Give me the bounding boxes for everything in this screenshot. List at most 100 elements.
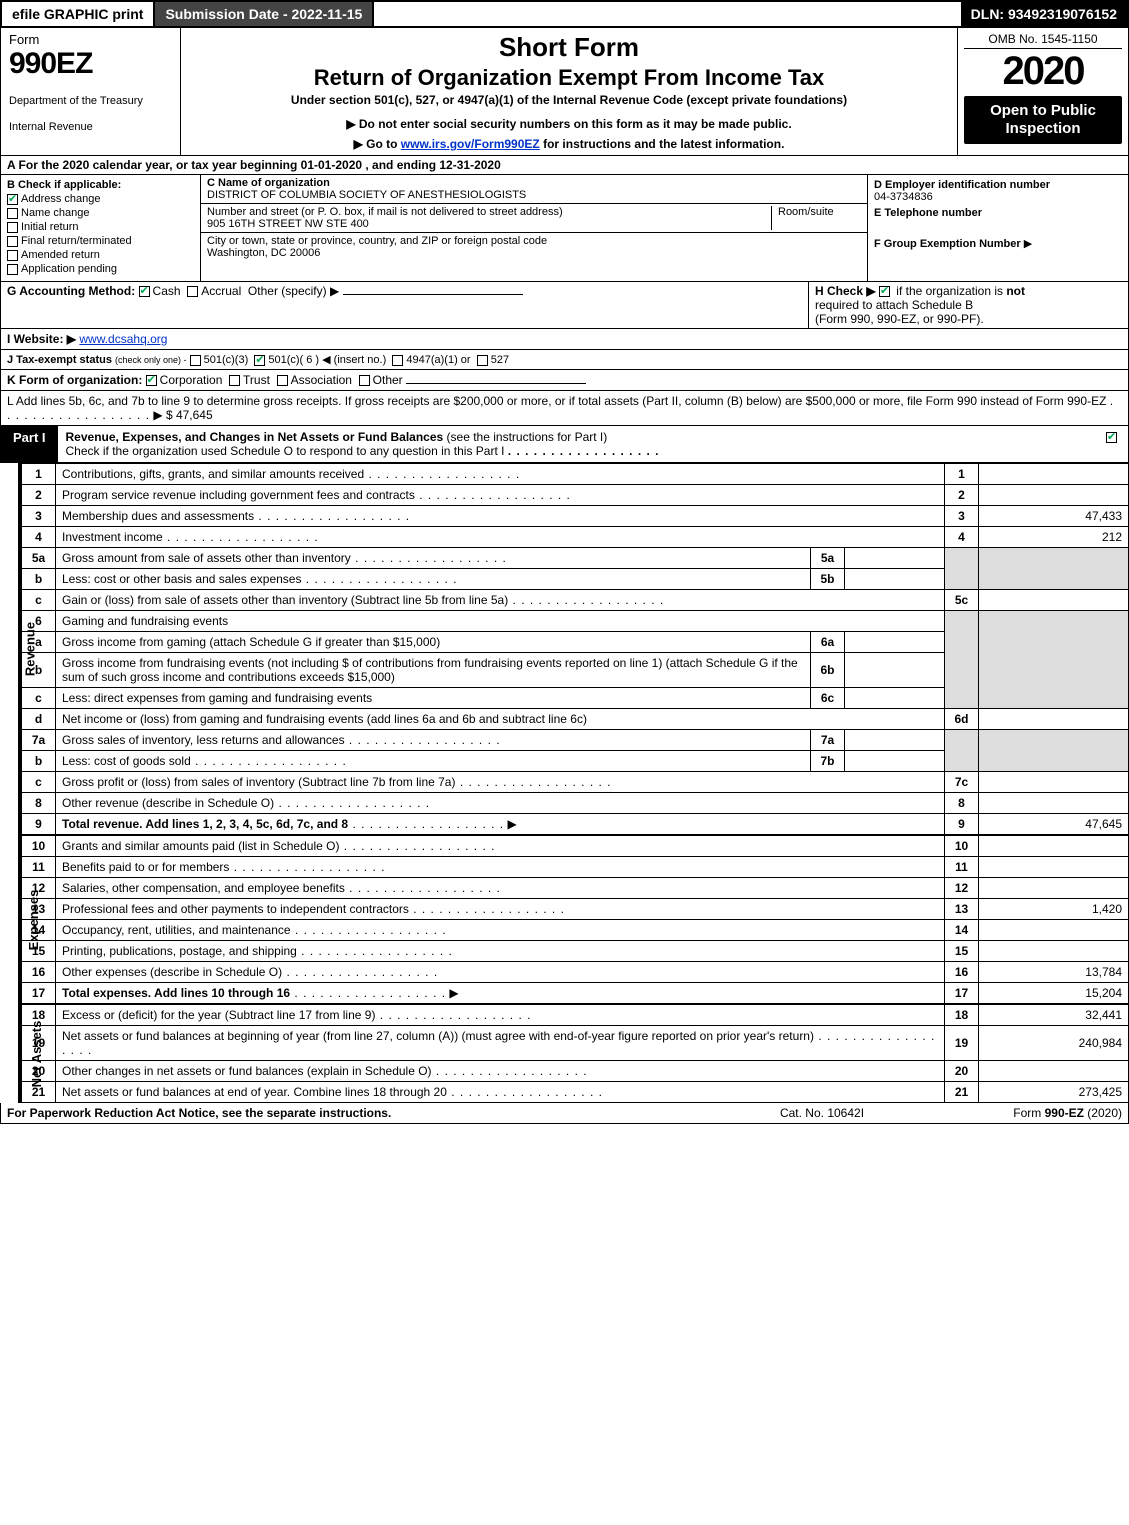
dots-icon — [432, 1064, 588, 1078]
line-amt: 47,645 — [979, 814, 1129, 835]
line-desc: Investment income — [62, 530, 163, 544]
mini-ref: 6c — [811, 688, 845, 709]
efile-print-button[interactable]: efile GRAPHIC print — [2, 2, 155, 26]
mini-val — [845, 751, 945, 772]
dots-icon — [345, 881, 501, 895]
j-4947: 4947(a)(1) or — [406, 354, 470, 366]
h-text3: (Form 990, 990-EZ, or 990-PF). — [815, 312, 984, 326]
submission-date-button[interactable]: Submission Date - 2022-11-15 — [155, 2, 374, 26]
line-amt — [979, 709, 1129, 730]
form-header: Form 990EZ Department of the Treasury In… — [0, 28, 1129, 156]
line-num: 3 — [22, 506, 56, 527]
line-19: 19Net assets or fund balances at beginni… — [22, 1026, 1129, 1061]
form-label: Form — [9, 32, 172, 47]
line-amt: 15,204 — [979, 983, 1129, 1004]
check-application-pending[interactable]: Application pending — [7, 263, 194, 275]
note-ssn: ▶ Do not enter social security numbers o… — [189, 117, 949, 131]
checkbox-icon[interactable] — [254, 355, 265, 366]
check-name-change[interactable]: Name change — [7, 207, 194, 219]
dots-icon — [282, 965, 438, 979]
check-label: Address change — [21, 193, 101, 205]
mini-ref: 7b — [811, 751, 845, 772]
j-527: 527 — [491, 354, 509, 366]
street-row: Number and street (or P. O. box, if mail… — [201, 204, 867, 233]
line-desc: Less: cost of goods sold — [62, 754, 191, 768]
line-amt — [979, 464, 1129, 485]
dots-icon — [409, 902, 565, 916]
line-5a: 5a Gross amount from sale of assets other… — [22, 548, 1129, 569]
check-amended-return[interactable]: Amended return — [7, 249, 194, 261]
checkbox-icon[interactable] — [190, 355, 201, 366]
footer-left: For Paperwork Reduction Act Notice, see … — [7, 1106, 722, 1120]
street-value: 905 16TH STREET NW STE 400 — [207, 218, 369, 230]
line-ref: 16 — [945, 962, 979, 983]
line-num: c — [22, 772, 56, 793]
dots-icon — [297, 944, 453, 958]
city-value: Washington, DC 20006 — [207, 247, 320, 259]
checkbox-icon[interactable] — [139, 286, 150, 297]
line-20: 20Other changes in net assets or fund ba… — [22, 1061, 1129, 1082]
line-amt: 240,984 — [979, 1026, 1129, 1061]
g-accounting-method: G Accounting Method: Cash Accrual Other … — [1, 282, 808, 328]
check-final-return[interactable]: Final return/terminated — [7, 235, 194, 247]
checkbox-icon[interactable] — [392, 355, 403, 366]
check-address-change[interactable]: Address change — [7, 193, 194, 205]
check-label: Initial return — [21, 221, 78, 233]
part1-header: Part I Revenue, Expenses, and Changes in… — [0, 426, 1129, 463]
footer-right-post: (2020) — [1084, 1106, 1122, 1120]
k-other-input[interactable] — [406, 383, 586, 384]
checkbox-icon[interactable] — [229, 375, 240, 386]
line-num: 2 — [22, 485, 56, 506]
checkbox-icon[interactable] — [359, 375, 370, 386]
line-14: 14Occupancy, rent, utilities, and mainte… — [22, 920, 1129, 941]
checkbox-icon[interactable] — [146, 375, 157, 386]
line-ref: 13 — [945, 899, 979, 920]
line-num: 7a — [22, 730, 56, 751]
line-num: 16 — [22, 962, 56, 983]
k-trust: Trust — [243, 373, 270, 387]
line-10: 10Grants and similar amounts paid (list … — [22, 836, 1129, 857]
dots-icon — [447, 1085, 603, 1099]
ein-value: 04-3734836 — [874, 191, 1122, 203]
line-ref: 6d — [945, 709, 979, 730]
line-ref: 7c — [945, 772, 979, 793]
line-ref: 15 — [945, 941, 979, 962]
checkbox-icon[interactable] — [477, 355, 488, 366]
line-desc: Less: cost or other basis and sales expe… — [62, 572, 301, 586]
l-amount: $ 47,645 — [166, 408, 213, 422]
checkbox-icon[interactable] — [277, 375, 288, 386]
g-accrual: Accrual — [201, 284, 241, 298]
note-goto-pre: ▶ Go to — [354, 137, 401, 151]
check-initial-return[interactable]: Initial return — [7, 221, 194, 233]
line-ref: 5c — [945, 590, 979, 611]
row-g-h: G Accounting Method: Cash Accrual Other … — [0, 282, 1129, 329]
line-desc: Excess or (deficit) for the year (Subtra… — [62, 1008, 375, 1022]
k-label: K Form of organization: — [7, 373, 142, 387]
checkbox-icon[interactable] — [187, 286, 198, 297]
line-num: d — [22, 709, 56, 730]
line-num: 5a — [22, 548, 56, 569]
j-label: J Tax-exempt status — [7, 354, 112, 366]
title-return: Return of Organization Exempt From Incom… — [189, 65, 949, 91]
line-amt — [979, 878, 1129, 899]
line-num: 1 — [22, 464, 56, 485]
line-ref: 12 — [945, 878, 979, 899]
website-link[interactable]: www.dcsahq.org — [79, 332, 167, 346]
line-amt — [979, 920, 1129, 941]
row-l-gross-receipts: L Add lines 5b, 6c, and 7b to line 9 to … — [0, 391, 1129, 426]
line-num: 4 — [22, 527, 56, 548]
line-amt — [979, 941, 1129, 962]
row-i-website: I Website: ▶ www.dcsahq.org — [0, 329, 1129, 350]
line-8: 8Other revenue (describe in Schedule O)8 — [22, 793, 1129, 814]
h-not: not — [1006, 284, 1025, 298]
part1-schedule-o-check[interactable] — [1098, 426, 1128, 462]
g-other-input[interactable] — [343, 294, 523, 295]
line-desc: Gross amount from sale of assets other t… — [62, 551, 351, 565]
omb-number: OMB No. 1545-1150 — [964, 32, 1122, 49]
line-num: b — [22, 569, 56, 590]
line-desc: Gaming and fundraising events — [62, 614, 228, 628]
link-irs-form990ez[interactable]: www.irs.gov/Form990EZ — [401, 137, 540, 151]
col-b-header: B Check if applicable: — [7, 179, 194, 191]
dots-icon — [163, 530, 319, 544]
checkbox-icon[interactable] — [879, 286, 890, 297]
